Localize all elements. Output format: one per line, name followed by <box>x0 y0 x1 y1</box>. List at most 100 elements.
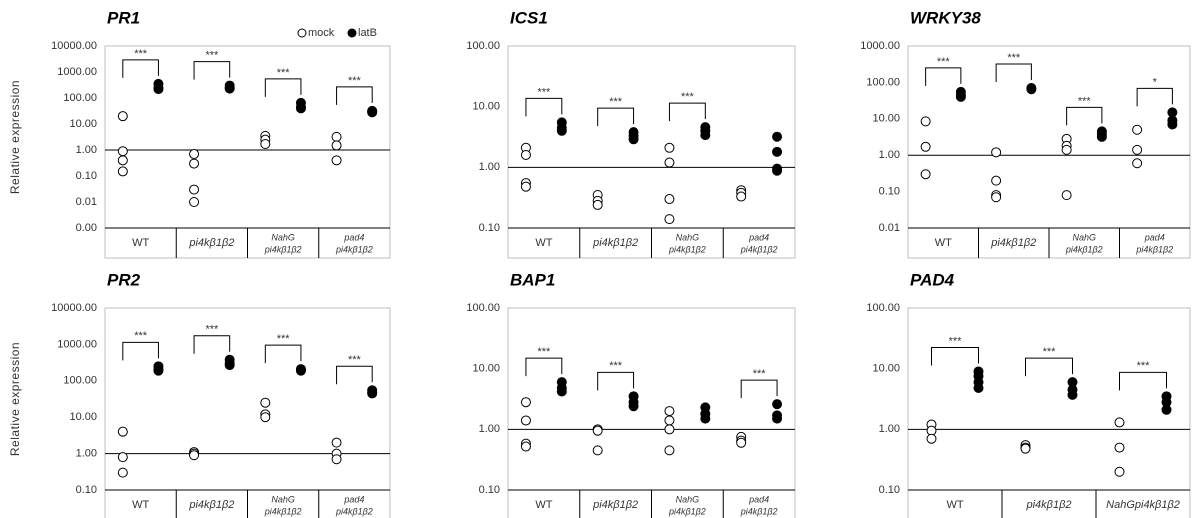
mock-point <box>189 197 200 207</box>
x-tick-label: NahG <box>1072 232 1096 242</box>
x-tick-label: pad4 <box>343 232 364 242</box>
latb-point <box>556 125 567 136</box>
mock-point <box>1061 144 1072 155</box>
mock-point <box>664 142 675 153</box>
mock-point <box>991 192 1002 203</box>
x-tick-label: pi4kβ1β2 <box>188 499 234 511</box>
x-tick-label: pi4kβ1β2 <box>592 237 638 249</box>
mock-point <box>664 214 675 225</box>
mock-point <box>117 155 128 166</box>
mock-point <box>1114 466 1125 477</box>
chart-title: WRKY38 <box>910 8 981 27</box>
y-tick-label: 1000.00 <box>57 66 97 78</box>
significance-bracket <box>336 86 373 105</box>
y-tick-label: 0.10 <box>879 186 900 198</box>
mock-point <box>117 467 128 478</box>
x-tick-label: pi4kβ1β2 <box>1135 244 1173 254</box>
latb-point <box>224 360 235 371</box>
mock-point <box>920 141 931 152</box>
chart-title: BAP1 <box>510 270 555 289</box>
significance-bracket <box>1025 357 1073 377</box>
mock-point <box>331 131 342 142</box>
y-tick-label: 0.10 <box>76 484 97 496</box>
x-tick-label: pi4kβ1β2 <box>740 244 778 254</box>
significance-label: *** <box>1137 360 1151 372</box>
mock-point <box>189 158 200 169</box>
significance-bracket <box>1136 87 1173 107</box>
x-tick-label: WT <box>535 499 552 511</box>
y-tick-label: 100.00 <box>866 76 900 88</box>
mock-point <box>1132 124 1143 135</box>
y-tick-label: 1.00 <box>76 144 97 156</box>
significance-label: *** <box>348 75 362 87</box>
mock-point <box>117 426 128 437</box>
latb-point <box>628 134 639 145</box>
mock-point <box>592 425 603 436</box>
significance-label: *** <box>277 67 291 79</box>
y-tick-label: 1000.00 <box>860 40 900 52</box>
mock-point <box>991 175 1002 186</box>
mock-point <box>331 437 342 448</box>
y-tick-label: 100.00 <box>866 302 900 314</box>
significance-bracket <box>193 335 231 354</box>
y-tick-label: 0.01 <box>76 196 97 208</box>
latb-point <box>1096 131 1107 142</box>
mock-point <box>592 199 603 210</box>
significance-bracket <box>931 346 979 366</box>
mock-point <box>117 166 128 177</box>
y-tick-label: 100.00 <box>63 375 97 387</box>
y-tick-label: 100.00 <box>63 92 97 104</box>
latb-point <box>772 399 783 410</box>
latb-point <box>367 106 378 117</box>
y-axis-label: Relative expression <box>8 342 22 456</box>
mock-point <box>331 454 342 465</box>
mock-point <box>664 415 675 426</box>
mock-point <box>189 149 200 160</box>
significance-label: *** <box>348 354 362 366</box>
y-tick-label: 10.00 <box>69 411 97 423</box>
y-tick-label: 1.00 <box>479 423 500 435</box>
mock-point <box>520 397 531 408</box>
plot-area <box>507 307 796 518</box>
y-tick-label: 0.10 <box>879 484 900 496</box>
mock-point <box>592 445 603 456</box>
x-tick-label: pad4 <box>748 232 769 242</box>
latb-point <box>772 165 783 176</box>
x-tick-label: pad4 <box>343 494 364 504</box>
significance-bracket <box>925 67 962 86</box>
significance-bracket <box>597 107 635 127</box>
mock-point <box>926 433 937 444</box>
x-tick-label: pi4kβ1β2 <box>592 499 638 511</box>
y-tick-label: 10.00 <box>472 101 500 113</box>
x-tick-label: WT <box>132 499 149 511</box>
y-axis-label: Relative expression <box>8 80 22 194</box>
significance-label: *** <box>949 335 963 347</box>
significance-bracket <box>122 59 159 78</box>
y-tick-label: 10.00 <box>872 363 900 375</box>
significance-bracket <box>740 379 778 399</box>
x-tick-label: NahG <box>676 232 700 242</box>
significance-label: *** <box>537 346 551 358</box>
x-tick-label: pi4kβ1β2 <box>668 244 706 254</box>
x-tick-label: NahGpi4kβ1β2 <box>1106 499 1180 511</box>
chart-title: PR2 <box>107 270 141 289</box>
significance-label: *** <box>134 330 148 342</box>
latb-point <box>153 82 164 93</box>
y-tick-label: 0.01 <box>879 222 900 234</box>
latb-point <box>367 388 378 399</box>
mock-point <box>117 452 128 463</box>
latb-point <box>224 83 235 94</box>
latb-point <box>700 130 711 141</box>
x-tick-label: pi4kβ1β2 <box>335 244 373 254</box>
x-tick-label: pi4kβ1β2 <box>264 244 302 254</box>
significance-bracket <box>995 63 1032 83</box>
mock-point <box>331 155 342 166</box>
significance-bracket <box>668 102 706 122</box>
x-tick-label: pi4kβ1β2 <box>264 506 302 516</box>
mock-point <box>991 147 1002 158</box>
latb-point <box>153 365 164 376</box>
x-tick-label: NahG <box>676 494 700 504</box>
x-tick-label: NahG <box>271 494 295 504</box>
mock-point <box>664 157 675 168</box>
chart-title: PAD4 <box>910 270 955 289</box>
